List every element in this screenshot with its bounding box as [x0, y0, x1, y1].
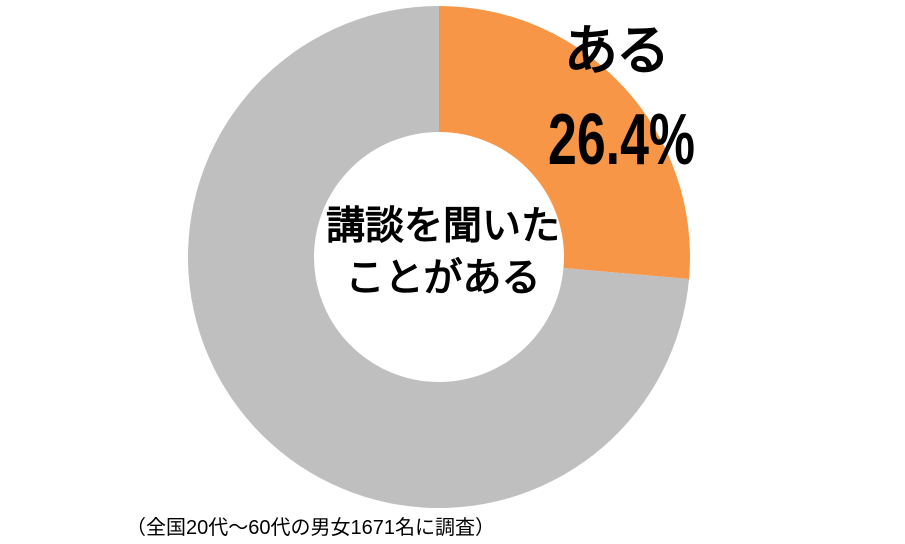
survey-footnote: （全国20代～60代の男女1671名に調査） [126, 517, 495, 539]
donut-slice-aru [439, 6, 690, 280]
donut-slice-remainder [188, 6, 690, 508]
